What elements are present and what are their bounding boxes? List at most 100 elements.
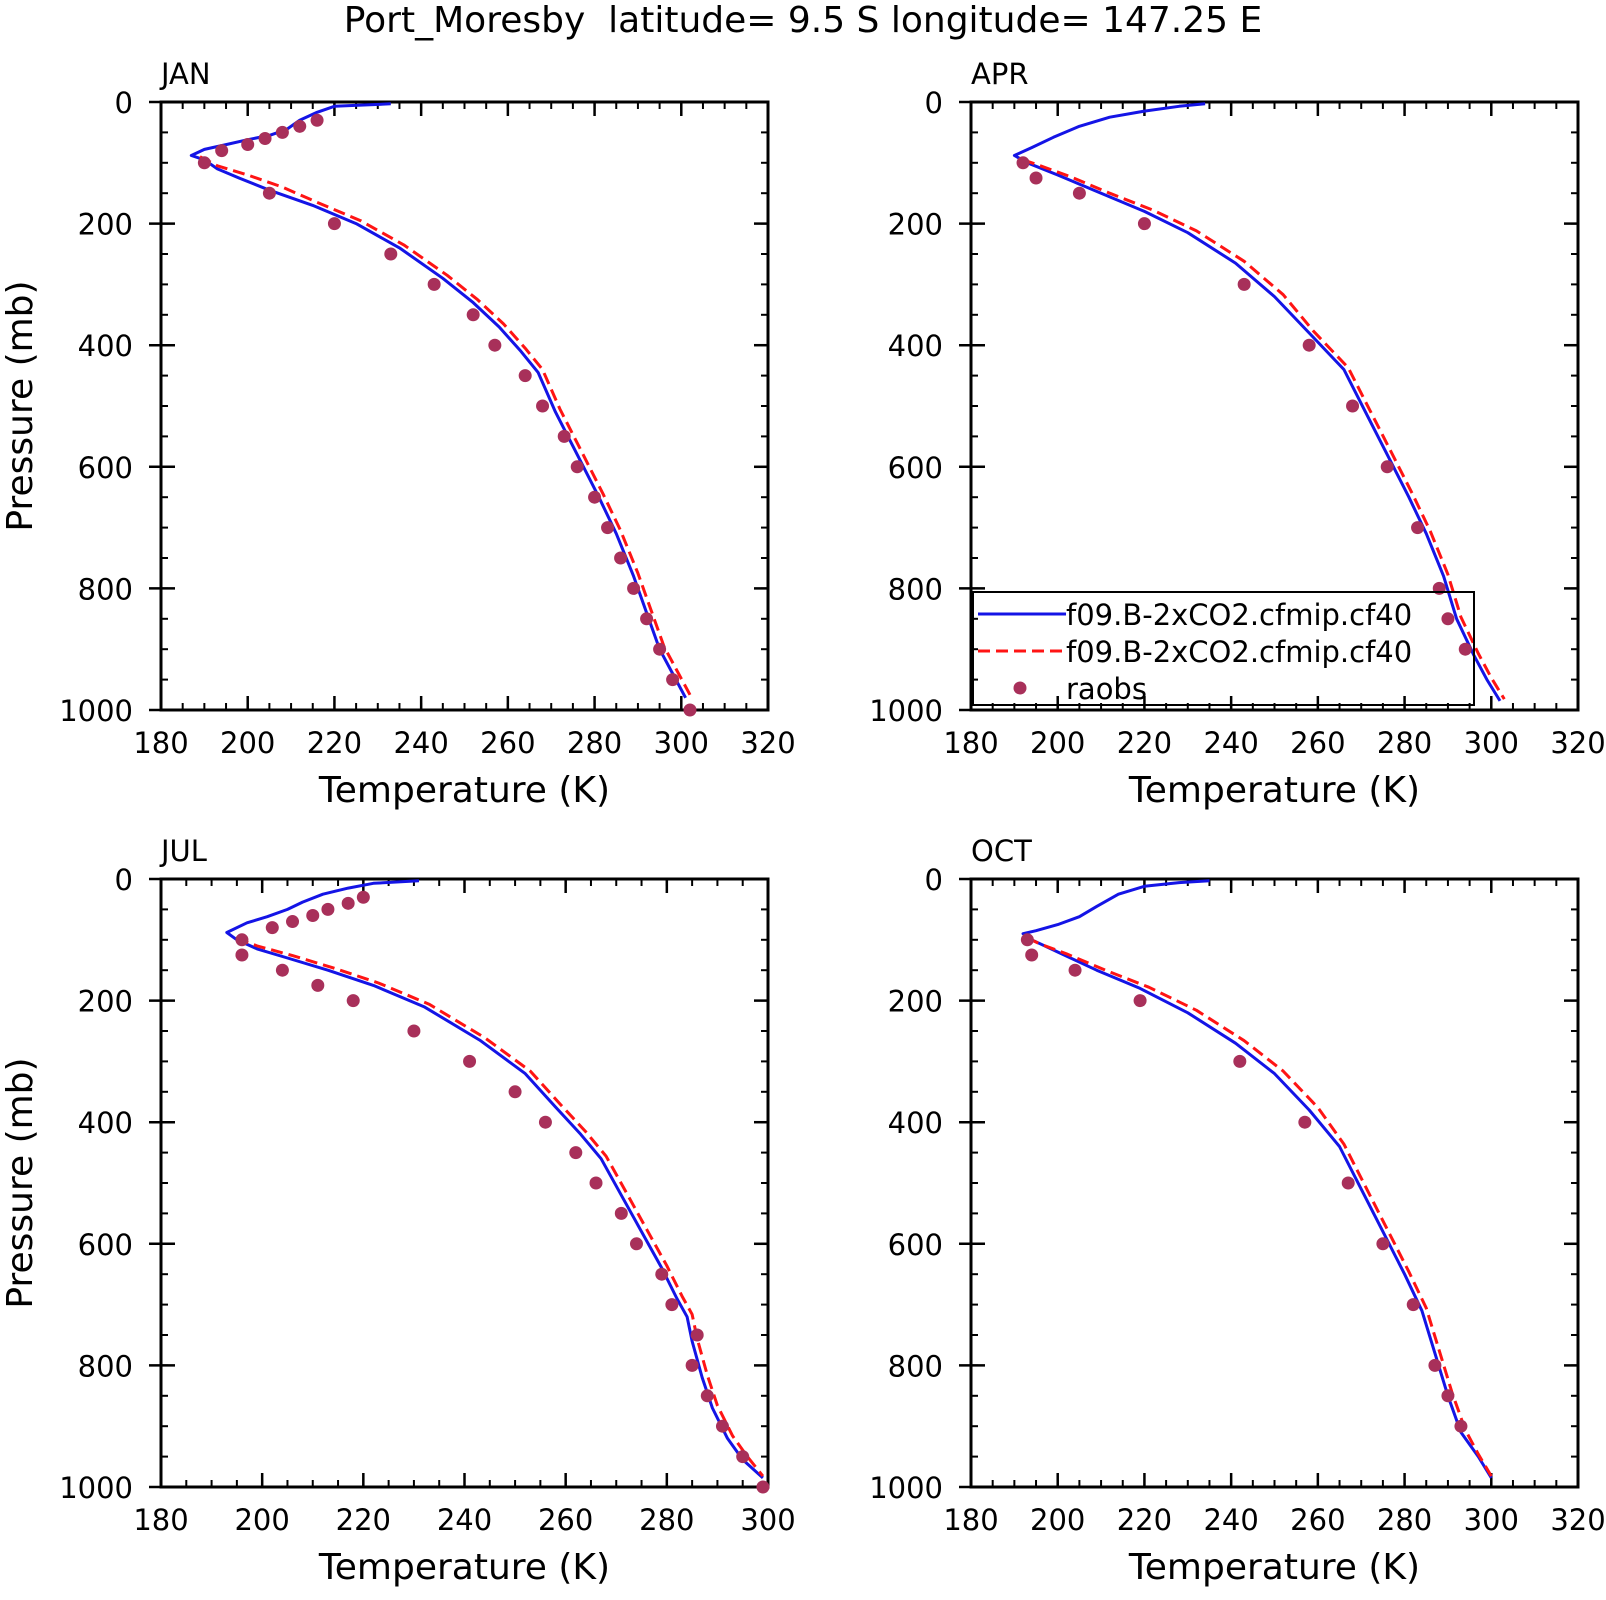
raobs-point <box>1233 1054 1247 1068</box>
raobs-point <box>538 1115 552 1129</box>
panel-label: APR <box>971 57 1028 91</box>
y-tick-label: 200 <box>888 985 943 1019</box>
x-tick-label: 300 <box>654 726 709 760</box>
raobs-point <box>557 429 571 443</box>
raobs-point <box>235 933 249 947</box>
panel-label: JUL <box>159 834 207 868</box>
legend-label: f09.B-2xCO2.cfmip.cf40 <box>1066 598 1412 632</box>
y-tick-label: 0 <box>925 863 943 897</box>
raobs-point <box>1454 1419 1468 1433</box>
raobs-point <box>1072 186 1086 200</box>
plot-frame <box>969 877 1580 1489</box>
panel-label: JAN <box>159 57 211 91</box>
dashed-series-line <box>1022 158 1506 700</box>
raobs-point <box>700 1389 714 1403</box>
raobs-point <box>197 156 211 170</box>
raobs-point <box>1237 277 1251 291</box>
raobs-point <box>1302 338 1316 352</box>
y-tick-label: 600 <box>888 451 943 485</box>
solid-series-line <box>1021 879 1493 1479</box>
x-tick-label: 200 <box>234 1503 289 1537</box>
raobs-point <box>588 490 602 504</box>
x-axis-label: Temperature (K) <box>318 770 610 811</box>
raobs-point <box>683 703 697 717</box>
legend-swatch <box>1013 681 1027 695</box>
raobs-point <box>293 119 307 133</box>
raobs-point <box>1441 612 1455 626</box>
raobs-point <box>1133 994 1147 1008</box>
x-tick-label: 260 <box>538 1503 593 1537</box>
y-tick-label: 400 <box>78 1106 133 1140</box>
raobs-point <box>655 1267 669 1281</box>
raobs-point <box>601 521 615 535</box>
x-tick-label: 220 <box>1117 726 1172 760</box>
plot-frame <box>159 100 770 712</box>
x-tick-label: 180 <box>133 1503 188 1537</box>
chart-panel-jul: 180 200 220 240 260 280 300 0 200 400 600 800 1000 JU… <box>0 834 796 1588</box>
raobs-point <box>306 908 320 922</box>
plot-frame <box>969 100 1580 712</box>
x-tick-label: 200 <box>1030 1503 1085 1537</box>
x-tick-label: 320 <box>1550 726 1605 760</box>
x-tick-label: 280 <box>1377 726 1432 760</box>
raobs-point <box>1376 1237 1390 1251</box>
y-tick-label: 1000 <box>59 1471 133 1505</box>
raobs-point <box>1298 1115 1312 1129</box>
raobs-point <box>1016 156 1030 170</box>
y-tick-label: 200 <box>78 985 133 1019</box>
raobs-point <box>589 1176 603 1190</box>
x-tick-label: 220 <box>1117 1503 1172 1537</box>
raobs-point <box>265 921 279 935</box>
x-tick-label: 260 <box>1290 726 1345 760</box>
raobs-point <box>756 1480 770 1494</box>
raobs-point <box>311 978 325 992</box>
raobs-point <box>327 217 341 231</box>
y-tick-label: 200 <box>888 208 943 242</box>
y-tick-label: 800 <box>78 572 133 606</box>
raobs-point <box>715 1419 729 1433</box>
raobs-point <box>341 896 355 910</box>
y-tick-label: 800 <box>888 572 943 606</box>
raobs-point <box>569 1146 583 1160</box>
raobs-point <box>466 308 480 322</box>
y-tick-label: 0 <box>925 86 943 120</box>
chart-panel-apr: 180 200 220 240 260 280 300 320 0 200 400 600 800 100… <box>869 57 1605 811</box>
raobs-point <box>1380 460 1394 474</box>
raobs-point <box>1428 1358 1442 1372</box>
x-axis-label: Temperature (K) <box>1128 1547 1420 1588</box>
dashed-series-line <box>236 937 765 1478</box>
raobs-point <box>1458 642 1472 656</box>
y-tick-label: 0 <box>115 86 133 120</box>
raobs-point <box>463 1054 477 1068</box>
solid-series-line <box>1012 102 1502 702</box>
raobs-point <box>685 1358 699 1372</box>
y-tick-label: 800 <box>78 1349 133 1383</box>
raobs-point <box>321 902 335 916</box>
raobs-point <box>508 1085 522 1099</box>
raobs-point <box>1025 948 1039 962</box>
x-tick-label: 280 <box>1377 1503 1432 1537</box>
raobs-point <box>690 1328 704 1342</box>
x-tick-label: 240 <box>1203 726 1258 760</box>
x-tick-label: 180 <box>943 726 998 760</box>
x-axis-label: Temperature (K) <box>318 1547 610 1588</box>
raobs-point <box>1020 933 1034 947</box>
y-tick-label: 600 <box>888 1228 943 1262</box>
raobs-point <box>1068 963 1082 977</box>
y-tick-label: 200 <box>78 208 133 242</box>
raobs-point <box>407 1024 421 1038</box>
y-tick-label: 400 <box>78 329 133 363</box>
raobs-point <box>640 612 654 626</box>
raobs-point <box>614 551 628 565</box>
legend-label: f09.B-2xCO2.cfmip.cf40 <box>1066 635 1412 669</box>
x-tick-label: 280 <box>639 1503 694 1537</box>
raobs-point <box>736 1450 750 1464</box>
x-tick-label: 300 <box>740 1503 795 1537</box>
solid-series-line <box>225 879 764 1480</box>
figure-title: Port_Moresby latitude= 9.5 S longitude= … <box>344 0 1263 41</box>
x-tick-label: 320 <box>740 726 795 760</box>
raobs-point <box>629 1237 643 1251</box>
y-tick-label: 1000 <box>59 694 133 728</box>
raobs-point <box>1137 217 1151 231</box>
raobs-point <box>653 642 667 656</box>
